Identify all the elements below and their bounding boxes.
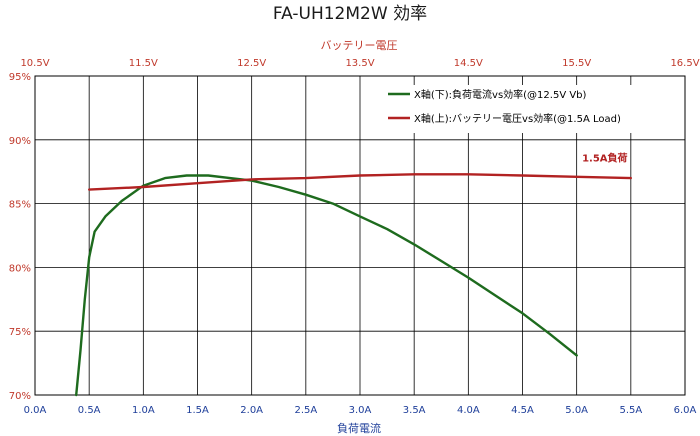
- x2-tick-label: 16.5V: [670, 58, 699, 69]
- annotation-label: 1.5A負荷: [582, 151, 627, 164]
- legend-entry: X軸(上):バッテリー電圧vs効率(@1.5A Load): [414, 112, 621, 125]
- x-tick-label: 4.0A: [457, 405, 480, 416]
- x-tick-label: 5.0A: [565, 405, 588, 416]
- x-tick-label: 4.5A: [511, 405, 534, 416]
- x-tick-label: 6.0A: [674, 405, 697, 416]
- legend-entry: X軸(下):負荷電流vs効率(@12.5V Vb): [414, 88, 587, 101]
- y-tick-label: 70%: [9, 391, 31, 402]
- x-tick-label: 1.5A: [186, 405, 209, 416]
- plot-area: 0.0A 0.5A 1.0A 1.5A 2.0A 2.5A 3.0A 3.5A 4.0A 4.5A…: [9, 58, 700, 416]
- y-tick-label: 85%: [9, 200, 31, 211]
- x-tick-label: 0.0A: [24, 405, 47, 416]
- y-tick-label: 75%: [9, 327, 31, 338]
- bottom-axis-label: 負荷電流: [337, 421, 381, 435]
- x2-tick-label: 13.5V: [345, 58, 374, 69]
- y-tick-label: 95%: [9, 72, 31, 83]
- x2-tick-label: 15.5V: [562, 58, 591, 69]
- x-tick-label: 3.0A: [349, 405, 372, 416]
- x-tick-label: 1.0A: [132, 405, 155, 416]
- x2-tick-label: 10.5V: [20, 58, 49, 69]
- y-tick-label: 90%: [9, 136, 31, 147]
- chart-title: FA-UH12M2W 効率: [273, 4, 427, 24]
- x2-tick-label: 12.5V: [237, 58, 266, 69]
- y-tick-label: 80%: [9, 263, 31, 274]
- x2-tick-label: 11.5V: [129, 58, 158, 69]
- x-tick-label: 3.5A: [403, 405, 426, 416]
- top-axis-label: バッテリー電圧: [321, 39, 398, 52]
- x-tick-label: 5.5A: [619, 405, 642, 416]
- x-tick-label: 2.5A: [294, 405, 317, 416]
- x-tick-label: 2.0A: [240, 405, 263, 416]
- series-line-battery-voltage: [88, 173, 632, 191]
- legend-box: [382, 85, 644, 133]
- x2-tick-label: 14.5V: [454, 58, 483, 69]
- x-tick-label: 0.5A: [78, 405, 101, 416]
